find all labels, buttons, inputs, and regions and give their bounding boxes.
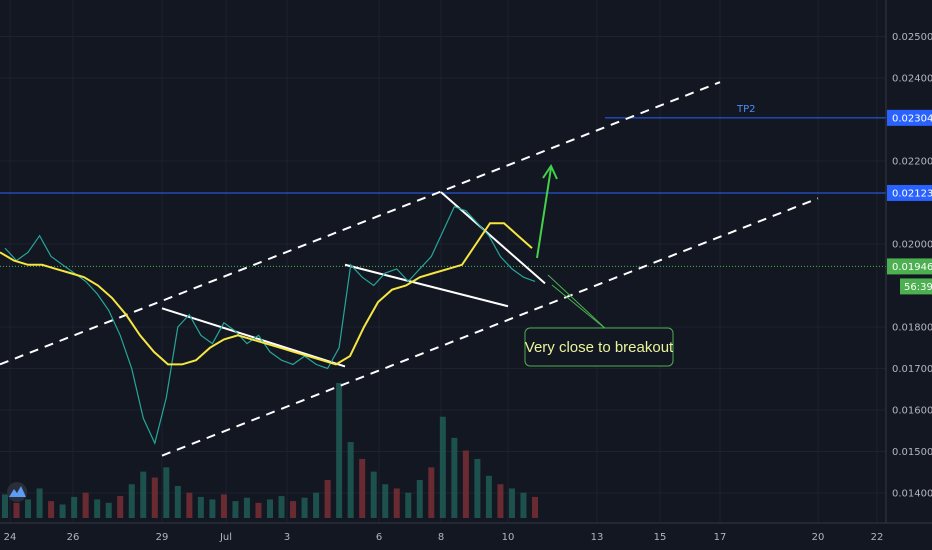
price-tick-label: 0.02200 xyxy=(892,157,932,168)
price-tag xyxy=(887,109,932,126)
time-tick-label: 13 xyxy=(591,532,604,543)
volume-bar xyxy=(462,450,469,518)
volume-bar xyxy=(532,496,538,518)
trendline-channel-upper[interactable] xyxy=(0,81,721,366)
countdown-tag xyxy=(900,278,932,295)
volume-bar xyxy=(497,484,504,518)
volume-bar xyxy=(416,480,423,518)
volume-bar xyxy=(370,471,377,518)
volume-bar xyxy=(336,383,343,518)
volume-bar xyxy=(59,504,66,518)
volume-bar xyxy=(105,502,112,518)
price-tick-label: 0.01500 xyxy=(892,447,932,458)
volume-bar xyxy=(71,496,78,518)
trendline-wedge-2[interactable] xyxy=(344,263,509,308)
price-tick-label: 0.02400 xyxy=(892,74,932,85)
volume-bar xyxy=(25,499,32,518)
price-tag xyxy=(887,258,932,275)
price-tick-label: 0.02500 xyxy=(892,32,932,43)
time-axis[interactable]: 24 26 29 Jul 3 6 8 10 13 15 17 20 22 xyxy=(4,532,884,543)
tradingview-logo-icon[interactable] xyxy=(7,482,27,502)
volume-bar xyxy=(151,477,158,518)
volume-bar xyxy=(255,502,262,518)
volume-bar xyxy=(290,501,297,518)
volume-bar xyxy=(301,497,308,518)
countdown-label: 56:39 xyxy=(904,282,932,293)
moving-average-line xyxy=(0,222,533,366)
volume-bar xyxy=(243,497,250,518)
volume-bar xyxy=(48,501,55,518)
price-tick-label: 0.01800 xyxy=(892,323,932,334)
time-tick-label: Jul xyxy=(219,532,232,543)
time-tick-label: 10 xyxy=(502,532,515,543)
price-tag-label: 0.02304 xyxy=(892,113,932,124)
breakout-callout: Very close to breakout xyxy=(524,274,674,367)
volume-bar xyxy=(451,437,458,518)
trendline-wedge-1[interactable] xyxy=(161,307,346,368)
callout-text: Very close to breakout xyxy=(525,339,674,356)
volume-bar xyxy=(393,488,400,518)
volume-bar xyxy=(439,416,446,518)
volume-bar xyxy=(485,475,492,518)
volume-bars xyxy=(2,383,538,518)
time-tick-label: 3 xyxy=(284,532,290,543)
trendline-channel-lower[interactable] xyxy=(161,197,819,457)
price-line xyxy=(4,205,536,445)
time-tick-label: 20 xyxy=(812,532,825,543)
trendline-wedge-3[interactable] xyxy=(440,191,546,285)
volume-bar xyxy=(117,496,124,518)
price-tag-label: 0.02123 xyxy=(892,188,932,199)
volume-bar xyxy=(82,492,89,518)
price-tick-label: 0.01600 xyxy=(892,406,932,417)
trendlines[interactable] xyxy=(0,81,819,457)
volume-bar xyxy=(197,496,204,518)
volume-bar xyxy=(128,484,135,518)
volume-bar xyxy=(209,499,216,518)
volume-bar xyxy=(474,458,481,518)
time-tick-label: 22 xyxy=(871,532,884,543)
breakout-arrow-icon xyxy=(536,163,558,259)
volume-bar xyxy=(347,442,354,518)
volume-bar xyxy=(278,496,285,518)
volume-bar xyxy=(267,499,273,518)
time-tick-label: 6 xyxy=(376,532,382,543)
grid xyxy=(0,0,886,523)
time-tick-label: 26 xyxy=(67,532,80,543)
tp2-label: TP2 xyxy=(736,104,756,115)
time-tick-label: 17 xyxy=(714,532,727,543)
volume-bar xyxy=(174,485,181,518)
volume-bar xyxy=(359,458,366,518)
volume-bar xyxy=(520,492,527,518)
time-tick-label: 29 xyxy=(156,532,169,543)
volume-bar xyxy=(508,488,515,518)
volume-bar xyxy=(313,492,320,518)
volume-bar xyxy=(163,467,170,518)
volume-bar xyxy=(405,492,412,518)
volume-bar xyxy=(220,494,227,518)
volume-bar xyxy=(382,484,389,518)
volume-bar xyxy=(428,467,435,518)
price-tick-label: 0.02000 xyxy=(892,240,932,251)
time-tick-label: 15 xyxy=(654,532,667,543)
time-tick-label: 8 xyxy=(438,532,444,543)
volume-bar xyxy=(324,480,331,518)
price-tag-label: 0.01946 xyxy=(892,262,932,273)
volume-bar xyxy=(2,494,8,518)
volume-bar xyxy=(36,488,43,518)
volume-bar xyxy=(186,492,193,518)
volume-bar xyxy=(13,502,20,518)
volume-bar xyxy=(140,471,147,518)
price-axis[interactable]: 0.02500 0.02400 0.02200 0.02000 0.01800 0.017… xyxy=(892,32,932,500)
volume-bar xyxy=(94,499,101,518)
price-tags: 0.02304 0.02123 0.01946 56:39 xyxy=(887,109,932,295)
price-tick-label: 0.01400 xyxy=(892,489,932,500)
price-tag xyxy=(887,184,932,201)
volume-bar xyxy=(232,501,239,518)
price-tick-label: 0.01700 xyxy=(892,364,932,375)
time-tick-label: 24 xyxy=(4,532,17,543)
